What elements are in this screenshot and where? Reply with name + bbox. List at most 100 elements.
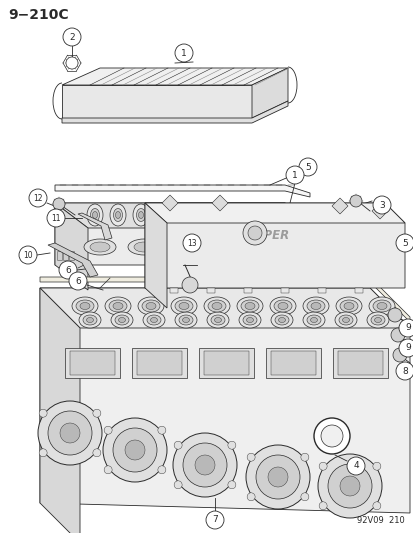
Circle shape — [183, 443, 226, 487]
Ellipse shape — [133, 204, 149, 226]
Ellipse shape — [184, 212, 189, 219]
Ellipse shape — [105, 297, 131, 315]
Circle shape — [392, 348, 406, 362]
Text: 4: 4 — [352, 462, 358, 471]
Ellipse shape — [251, 208, 260, 222]
Ellipse shape — [86, 318, 93, 322]
Polygon shape — [145, 203, 404, 223]
Polygon shape — [332, 348, 387, 378]
Ellipse shape — [128, 239, 159, 255]
Polygon shape — [55, 203, 88, 290]
Circle shape — [206, 511, 223, 529]
Ellipse shape — [266, 242, 285, 252]
Circle shape — [245, 445, 309, 509]
Text: 92V09  210: 92V09 210 — [356, 516, 404, 525]
Ellipse shape — [273, 300, 291, 312]
Ellipse shape — [339, 300, 357, 312]
Polygon shape — [354, 288, 362, 293]
Polygon shape — [145, 203, 404, 288]
Ellipse shape — [278, 318, 285, 322]
Ellipse shape — [202, 204, 218, 226]
Circle shape — [327, 464, 371, 508]
Ellipse shape — [136, 208, 145, 222]
Ellipse shape — [76, 300, 94, 312]
Text: 11: 11 — [51, 214, 61, 222]
Circle shape — [318, 502, 326, 510]
Polygon shape — [170, 288, 178, 293]
Ellipse shape — [87, 204, 103, 226]
Ellipse shape — [246, 318, 253, 322]
Text: 3: 3 — [378, 200, 384, 209]
Ellipse shape — [178, 303, 189, 310]
Circle shape — [104, 426, 112, 434]
Ellipse shape — [118, 318, 125, 322]
Ellipse shape — [110, 204, 126, 226]
Ellipse shape — [178, 315, 192, 325]
Ellipse shape — [206, 312, 228, 328]
Ellipse shape — [90, 242, 110, 252]
Circle shape — [298, 158, 316, 176]
Polygon shape — [337, 351, 382, 375]
Ellipse shape — [310, 303, 320, 310]
Polygon shape — [252, 68, 287, 118]
Text: 10: 10 — [23, 251, 33, 260]
Ellipse shape — [150, 318, 157, 322]
Polygon shape — [206, 288, 214, 293]
Polygon shape — [280, 288, 288, 293]
Ellipse shape — [115, 212, 120, 219]
Circle shape — [173, 433, 236, 497]
Polygon shape — [55, 203, 317, 228]
Ellipse shape — [293, 204, 309, 226]
Circle shape — [349, 195, 361, 207]
Circle shape — [372, 502, 380, 510]
Circle shape — [125, 440, 145, 460]
Ellipse shape — [306, 300, 324, 312]
Circle shape — [372, 462, 380, 470]
Ellipse shape — [370, 315, 384, 325]
Ellipse shape — [109, 300, 127, 312]
Polygon shape — [40, 277, 409, 322]
Ellipse shape — [247, 204, 263, 226]
Polygon shape — [55, 185, 309, 197]
Circle shape — [48, 411, 92, 455]
Circle shape — [69, 272, 87, 290]
Polygon shape — [204, 351, 248, 375]
Ellipse shape — [216, 239, 247, 255]
Ellipse shape — [372, 300, 390, 312]
Ellipse shape — [271, 312, 292, 328]
Text: 5: 5 — [401, 238, 407, 247]
Circle shape — [267, 467, 287, 487]
Ellipse shape — [302, 312, 324, 328]
Ellipse shape — [310, 318, 317, 322]
Ellipse shape — [113, 303, 123, 310]
Ellipse shape — [159, 208, 168, 222]
Polygon shape — [145, 203, 166, 308]
Polygon shape — [65, 348, 120, 378]
Ellipse shape — [111, 312, 133, 328]
Circle shape — [395, 234, 413, 252]
Circle shape — [242, 221, 266, 245]
Ellipse shape — [90, 208, 99, 222]
Ellipse shape — [138, 297, 164, 315]
Ellipse shape — [147, 315, 161, 325]
Ellipse shape — [175, 312, 197, 328]
Text: 12: 12 — [33, 193, 43, 203]
Ellipse shape — [134, 242, 154, 252]
Ellipse shape — [211, 303, 221, 310]
Polygon shape — [40, 288, 409, 513]
Ellipse shape — [142, 300, 159, 312]
Ellipse shape — [253, 212, 258, 219]
Circle shape — [318, 462, 326, 470]
Circle shape — [175, 44, 192, 62]
Circle shape — [313, 418, 349, 454]
Circle shape — [174, 481, 182, 489]
Circle shape — [53, 198, 65, 210]
Circle shape — [372, 196, 390, 214]
Polygon shape — [62, 101, 287, 123]
Circle shape — [339, 476, 359, 496]
Circle shape — [182, 277, 197, 293]
Ellipse shape — [207, 212, 212, 219]
Polygon shape — [266, 348, 320, 378]
Circle shape — [103, 418, 166, 482]
Polygon shape — [62, 85, 252, 118]
